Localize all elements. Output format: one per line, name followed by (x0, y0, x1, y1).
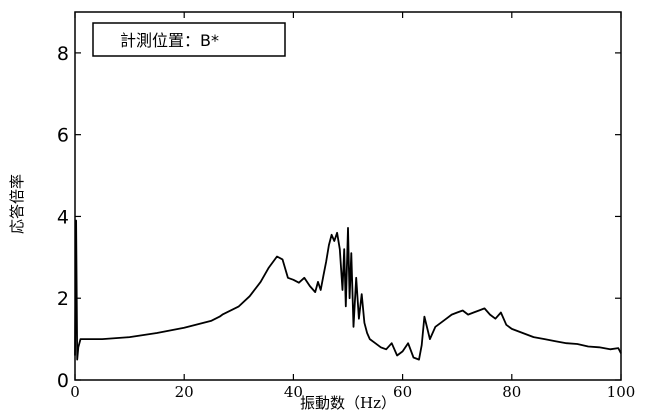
x-axis-label: 振動数（Hz） (300, 394, 396, 412)
legend-frame (92, 22, 286, 57)
x-tick-label: 20 (175, 383, 194, 401)
y-ticks: 0 2 4 6 8 (57, 43, 621, 392)
y-tick-label: 0 (57, 370, 69, 392)
y-axis-label: 応答倍率 (8, 174, 26, 234)
x-ticks: 0 20 40 60 80 100 (70, 12, 635, 401)
y-tick-label: 2 (57, 288, 69, 310)
y-tick-label: 8 (57, 43, 69, 65)
y-tick-label: 6 (57, 125, 69, 147)
plot-frame (74, 11, 622, 381)
legend-box: 計測位置：B* (92, 22, 286, 57)
legend-label: 計測位置：B* (120, 31, 219, 50)
x-tick-label: 40 (284, 383, 303, 401)
x-tick-label: 0 (70, 383, 80, 401)
x-tick-label: 100 (607, 383, 636, 401)
data-line (74, 219, 622, 361)
x-tick-label: 80 (502, 383, 521, 401)
x-tick-label: 60 (393, 383, 412, 401)
y-tick-label: 4 (57, 206, 69, 228)
